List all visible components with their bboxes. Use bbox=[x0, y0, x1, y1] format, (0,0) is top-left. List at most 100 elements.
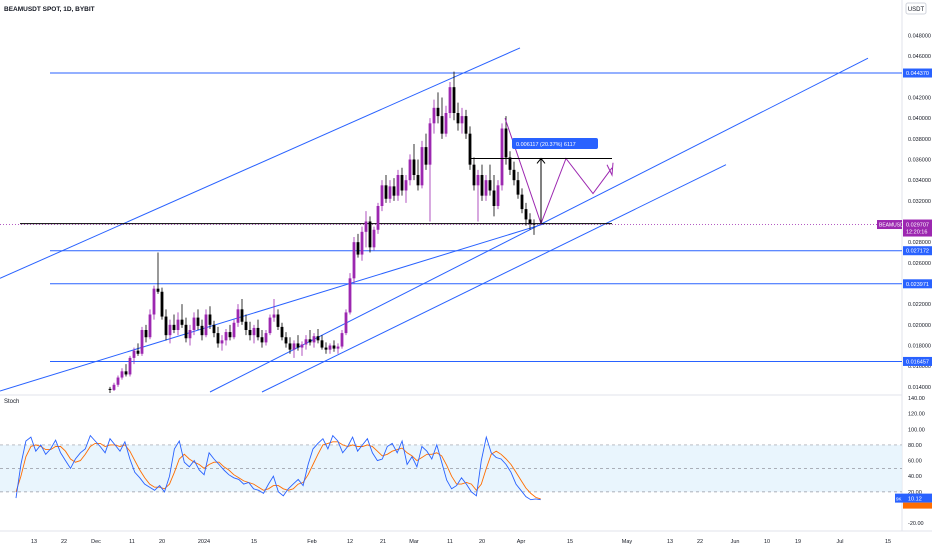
candle-body bbox=[168, 324, 172, 336]
candlestick-series bbox=[108, 71, 536, 394]
price-tick-label: 0.034000 bbox=[908, 178, 931, 184]
time-tick-label: 22 bbox=[697, 539, 703, 545]
time-tick-label: May bbox=[622, 539, 633, 545]
candle-body bbox=[328, 345, 332, 350]
channel-trendline bbox=[261, 164, 727, 393]
candle-body bbox=[220, 340, 224, 344]
candle-body bbox=[268, 317, 272, 334]
candle-body bbox=[444, 113, 448, 134]
measure-tool[interactable]: 0.006117 (20.37%) 6117 bbox=[470, 138, 612, 224]
price-tick-label: 0.032000 bbox=[908, 199, 931, 205]
candle-body bbox=[320, 340, 324, 348]
time-tick-label: 10 bbox=[764, 539, 770, 545]
time-tick-label: Feb bbox=[307, 539, 316, 545]
candle-body bbox=[284, 337, 288, 344]
time-tick-label: 12 bbox=[347, 539, 353, 545]
candle-body bbox=[428, 123, 432, 165]
candle-body bbox=[496, 185, 500, 206]
horizontal-levels[interactable] bbox=[0, 72, 902, 362]
currency-box[interactable] bbox=[905, 2, 927, 15]
price-tick-label: 0.016000 bbox=[908, 364, 931, 370]
candle-body bbox=[532, 223, 536, 225]
time-tick-label: 15 bbox=[251, 539, 257, 545]
candle-body bbox=[324, 347, 328, 350]
candle-body bbox=[332, 345, 336, 349]
stoch-axis[interactable]: 140.00 120.00 100.00 80.00 60.00 40.00 20.00 -2… bbox=[908, 396, 925, 527]
candle-body bbox=[368, 221, 372, 248]
candle-body bbox=[400, 175, 404, 191]
candle-body bbox=[176, 319, 180, 330]
candle-body bbox=[292, 343, 296, 350]
candle-body bbox=[260, 337, 264, 343]
candle-body bbox=[272, 314, 276, 318]
countdown-label: 12:20:16 bbox=[906, 230, 927, 236]
currency-label: USDT bbox=[908, 7, 925, 13]
stoch-d-badge bbox=[903, 502, 932, 509]
candle-body bbox=[232, 322, 236, 338]
candle-body bbox=[424, 147, 428, 165]
candle-body bbox=[116, 377, 120, 385]
price-axis[interactable]: 0.048000 0.046000 0.042000 0.040000 0.038000… bbox=[908, 34, 931, 391]
candle-body bbox=[524, 209, 528, 220]
trendline-drawings[interactable] bbox=[0, 47, 869, 393]
price-tick-label: 0.020000 bbox=[908, 323, 931, 329]
candle-body bbox=[180, 319, 184, 325]
candle-body bbox=[236, 309, 240, 323]
candle-body bbox=[344, 312, 348, 334]
level-badge bbox=[903, 279, 932, 289]
current-price-badge bbox=[903, 219, 932, 237]
candle-body bbox=[500, 128, 504, 186]
level-badge-label: 0.027172 bbox=[906, 249, 929, 255]
candle-body bbox=[380, 185, 384, 206]
candle-body bbox=[356, 242, 360, 255]
time-tick-label: Mar bbox=[409, 539, 419, 545]
candle-body bbox=[420, 147, 424, 186]
candle-body bbox=[448, 87, 452, 113]
time-tick-label: 13 bbox=[31, 539, 37, 545]
candle-body bbox=[412, 159, 416, 175]
candle-body bbox=[252, 327, 256, 336]
candle-body bbox=[432, 107, 436, 124]
stoch-tick-label: 20.00 bbox=[908, 490, 922, 496]
stoch-tick-label: 140.00 bbox=[908, 396, 925, 402]
candle-body bbox=[156, 288, 160, 292]
time-axis[interactable]: 13 22 Dec 11 20 2024 15 Feb 12 21 Mar 11 20 Apr 15 May 1… bbox=[31, 539, 891, 545]
candle-body bbox=[464, 116, 468, 134]
candle-body bbox=[336, 346, 340, 349]
time-tick-label: Jun bbox=[731, 539, 740, 545]
stoch-tick-label: -20.00 bbox=[908, 521, 924, 527]
measure-tooltip-text: 0.006117 (20.37%) 6117 bbox=[516, 142, 576, 148]
candle-body bbox=[312, 336, 316, 343]
stoch-k-tag-label: 9K bbox=[896, 497, 902, 502]
candle-body bbox=[304, 339, 308, 345]
candle-body bbox=[164, 316, 168, 336]
current-price-label: 0.029707 bbox=[906, 223, 929, 229]
candle-body bbox=[372, 229, 376, 248]
candle-body bbox=[508, 157, 512, 170]
candle-body bbox=[188, 330, 192, 339]
candle-body bbox=[208, 314, 212, 325]
time-tick-label: Apr bbox=[517, 539, 526, 545]
time-tick-label: 22 bbox=[61, 539, 67, 545]
candle-body bbox=[348, 278, 352, 313]
symbol-badge bbox=[877, 220, 902, 230]
stoch-tick-label: 60.00 bbox=[908, 459, 922, 465]
candle-body bbox=[160, 291, 164, 317]
candle-body bbox=[124, 371, 128, 375]
candle-body bbox=[224, 332, 228, 341]
candle-body bbox=[288, 343, 292, 350]
candle-body bbox=[404, 180, 408, 191]
candle-body bbox=[256, 327, 260, 338]
time-tick-label: 20 bbox=[159, 539, 165, 545]
candle-body bbox=[200, 325, 204, 336]
level-badge-label: 0.016457 bbox=[906, 359, 929, 365]
time-tick-label: 13 bbox=[667, 539, 673, 545]
candle-body bbox=[504, 128, 508, 158]
candle-body bbox=[480, 175, 484, 196]
stoch-k-line bbox=[15, 434, 541, 501]
channel-trendline bbox=[0, 47, 521, 279]
stoch-title: Stoch bbox=[4, 399, 19, 405]
stoch-k-tag bbox=[895, 493, 903, 503]
stoch-k-value: 10.12 bbox=[908, 497, 922, 503]
